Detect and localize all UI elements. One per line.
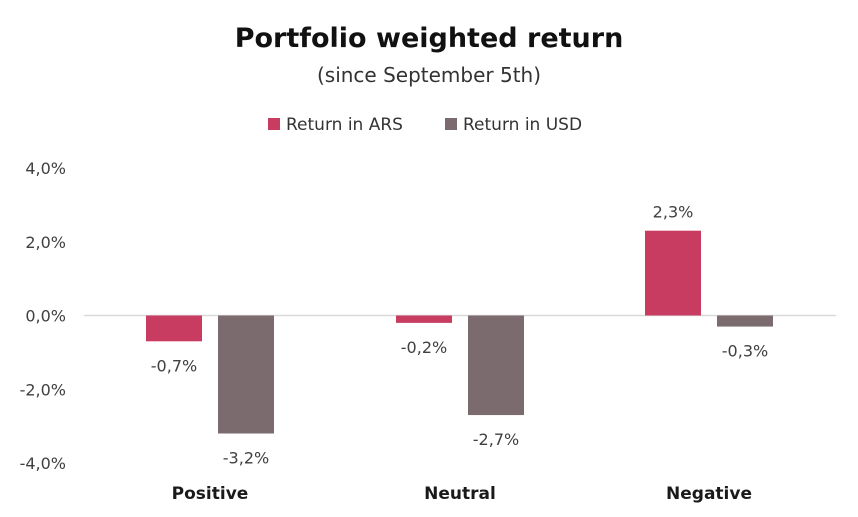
- bar-usd-negative: [717, 315, 773, 327]
- category-label-positive: Positive: [172, 484, 249, 504]
- bar-ars-neutral: [396, 315, 452, 323]
- category-label-neutral: Neutral: [424, 484, 496, 504]
- x-axis: Positive Neutral Negative: [172, 484, 752, 504]
- data-label-usd-neutral: -2,7%: [473, 430, 519, 449]
- bar-ars-positive: [146, 315, 202, 342]
- data-label-ars-negative: 2,3%: [653, 203, 694, 222]
- legend: Return in ARS Return in USD: [268, 115, 582, 135]
- data-labels-group: -0,7% -0,2% 2,3% -3,2% -2,7% -0,3%: [151, 203, 768, 468]
- data-label-ars-neutral: -0,2%: [401, 338, 447, 357]
- legend-swatch-usd: [445, 118, 457, 130]
- category-label-negative: Negative: [666, 484, 752, 504]
- legend-swatch-ars: [268, 118, 280, 130]
- chart-title: Portfolio weighted return: [235, 23, 624, 54]
- data-label-usd-positive: -3,2%: [223, 449, 269, 468]
- legend-label-ars: Return in ARS: [286, 115, 403, 135]
- y-tick-label: -2,0%: [20, 380, 66, 399]
- y-tick-label: 4,0%: [25, 159, 66, 178]
- bar-usd-neutral: [468, 315, 524, 416]
- y-tick-label: 0,0%: [25, 307, 66, 326]
- legend-label-usd: Return in USD: [463, 115, 582, 135]
- bar-ars-negative: [645, 230, 701, 316]
- data-label-usd-negative: -0,3%: [722, 342, 768, 361]
- y-tick-label: 2,0%: [25, 233, 66, 252]
- y-axis: 4,0% 2,0% 0,0% -2,0% -4,0%: [20, 159, 66, 473]
- bars-group: [146, 230, 773, 434]
- y-tick-label: -4,0%: [20, 454, 66, 473]
- data-label-ars-positive: -0,7%: [151, 356, 197, 375]
- bar-usd-positive: [218, 315, 274, 434]
- chart-subtitle: (since September 5th): [317, 63, 541, 87]
